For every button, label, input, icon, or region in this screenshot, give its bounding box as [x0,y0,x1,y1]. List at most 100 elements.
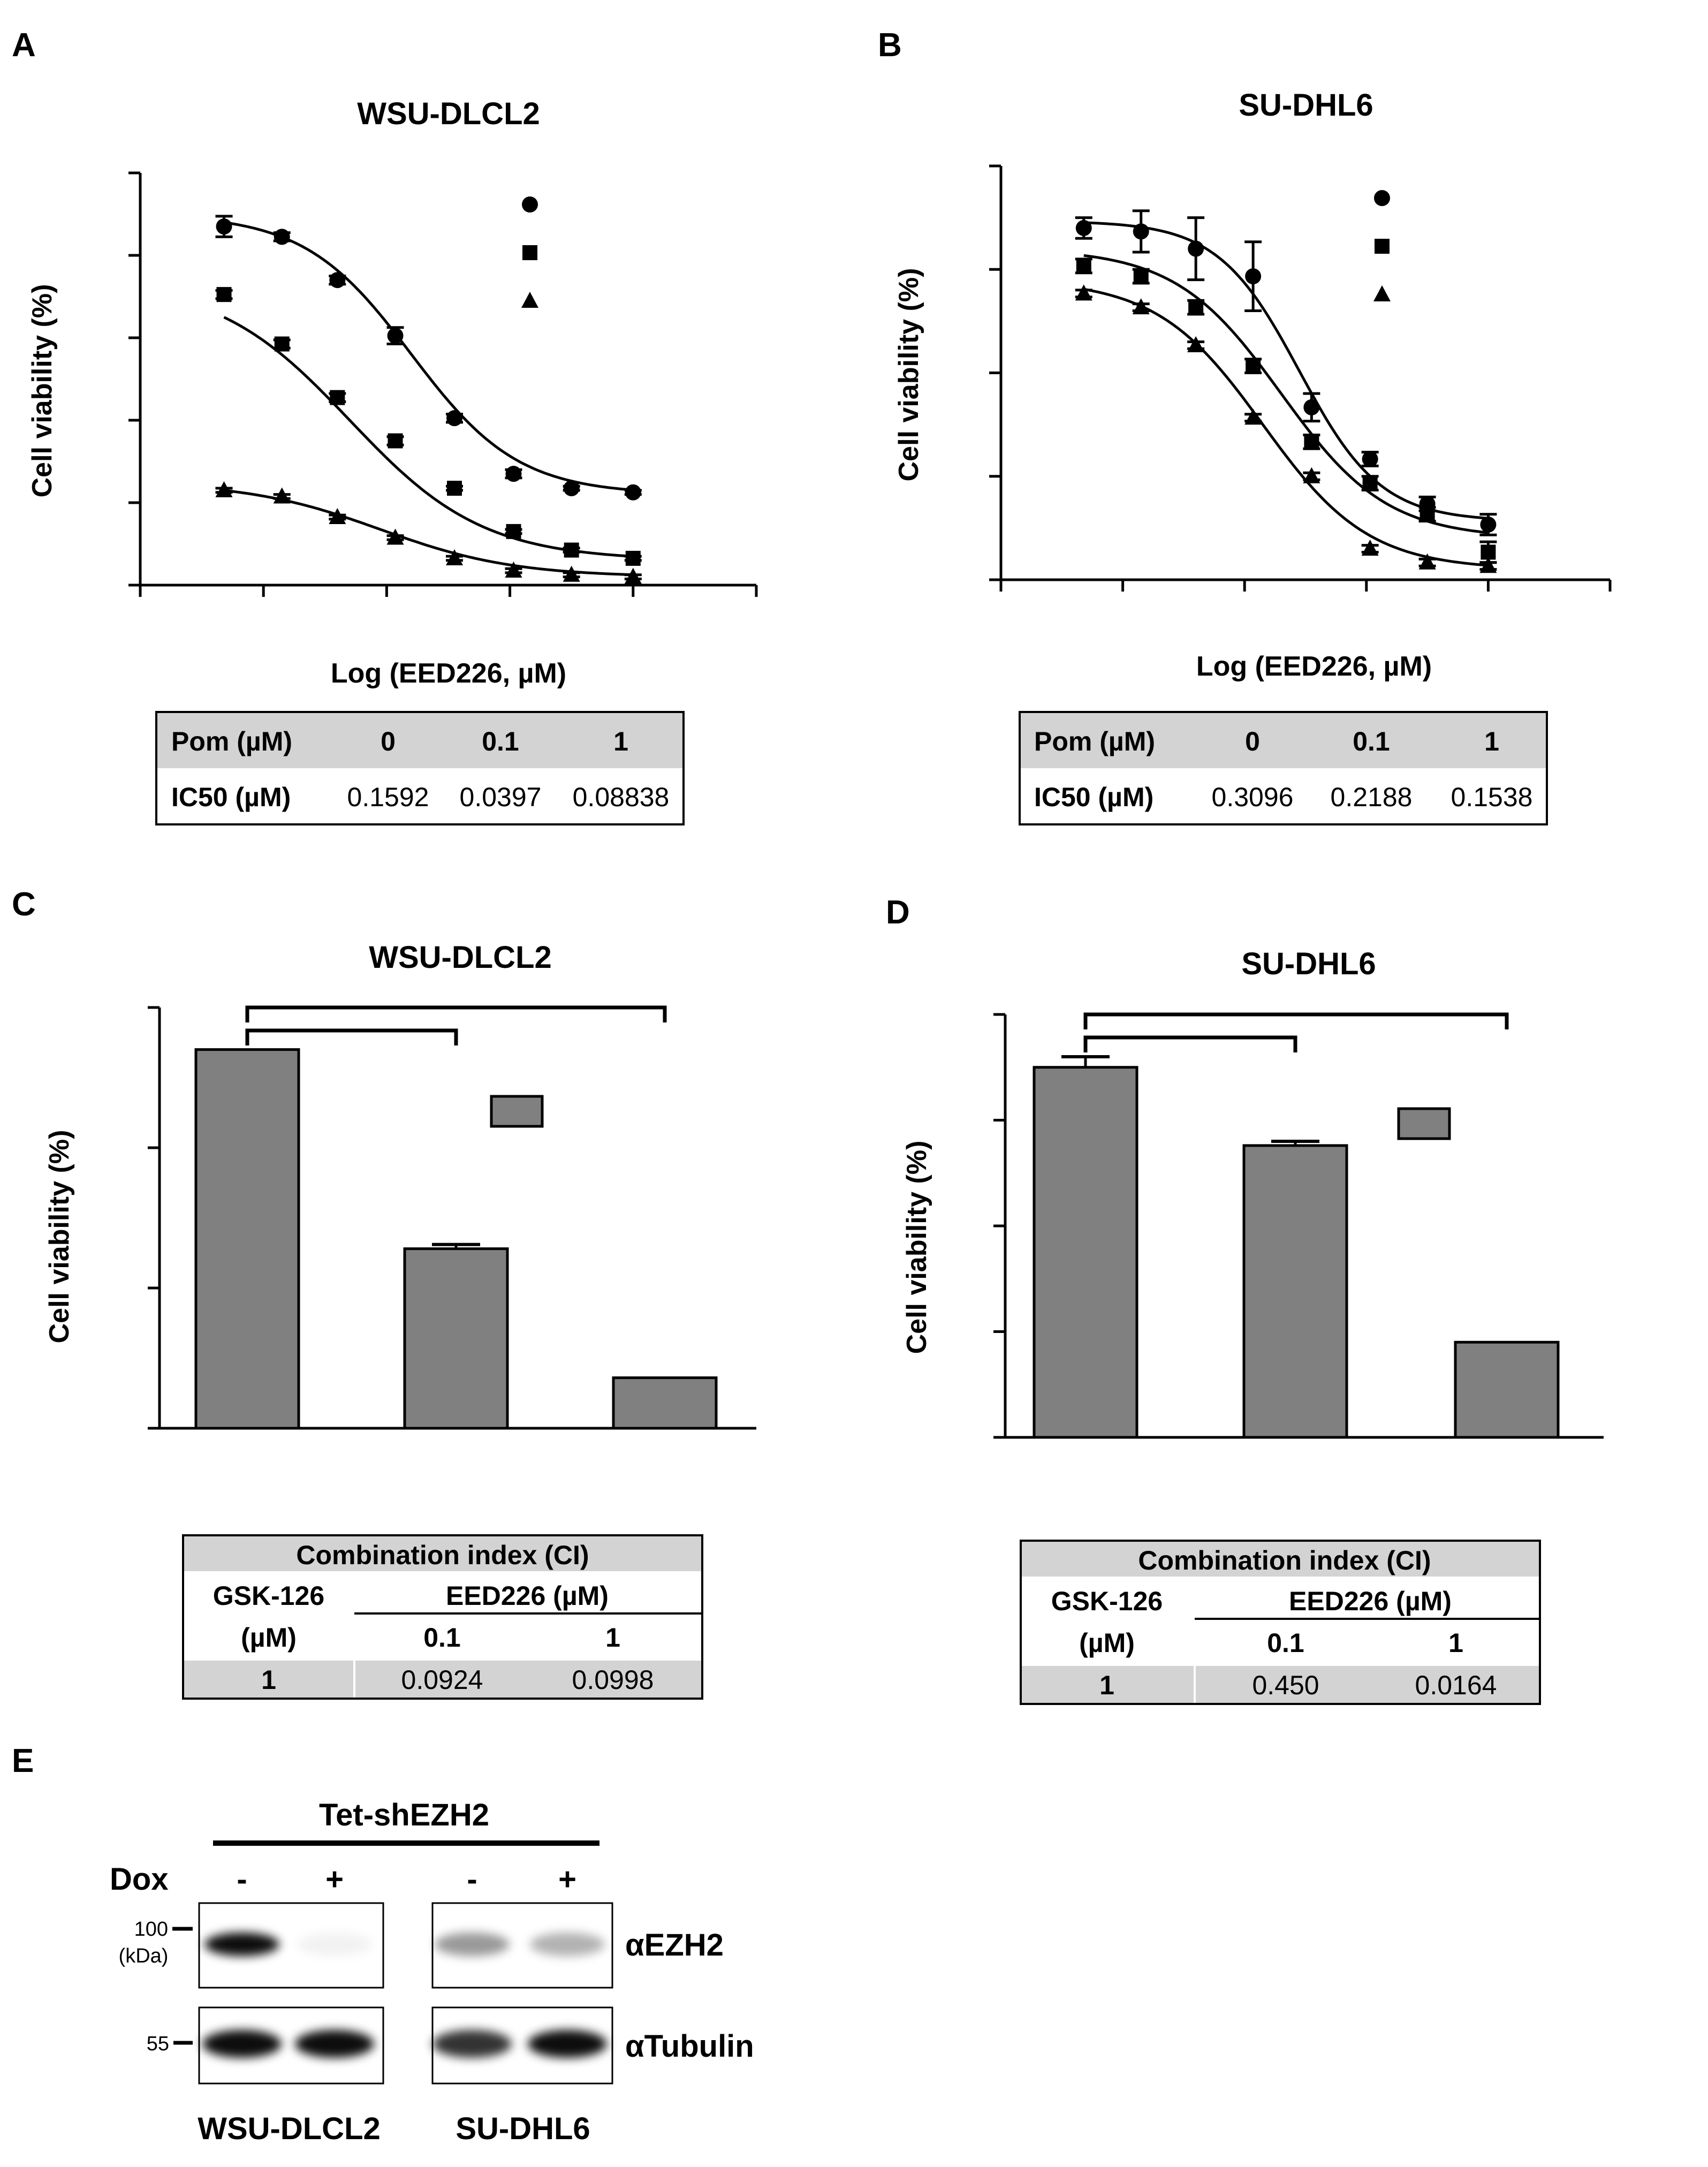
data-point [387,328,404,344]
ic50-header-col: 0.1 [1353,726,1390,756]
panel-letter-a: A [12,27,36,64]
panel-c-plot-area [148,1005,756,1430]
data-point [1303,467,1320,483]
lane-sign: - [237,1862,247,1897]
legend-marker [522,245,537,260]
panel-a-dose-response-chart: WSU-DLCL2 Cell viability (%) Log (EED226… [27,96,758,689]
panel-d-plot-area [993,1012,1604,1439]
ci-value: 0.0924 [401,1665,483,1695]
fit-curve-1 [223,316,633,558]
table-title-fill [1022,1542,1539,1577]
ic50-row-label: IC50 (µM) [1034,782,1153,812]
data-point [446,549,464,565]
fit-curve-1 [1083,254,1489,534]
data-point [388,433,403,449]
panel-d-bar-chart: SU-DHL6 Cell viability (%) [901,946,1604,1439]
ci-row-label: 1 [1099,1670,1114,1700]
data-point [1187,336,1205,352]
cell-line-label: SU-DHL6 [456,2111,590,2146]
ci-row-header-unit: (µM) [241,1623,297,1653]
dox-label: Dox [110,1862,169,1897]
data-point [446,410,463,427]
marker-55: 55 [147,2033,169,2055]
panel-d-combination-index-table: Combination index (CI) GSK-126 (µM) EED2… [1020,1540,1541,1705]
row-label-tubulin: αTubulin [625,2029,754,2064]
significance-bracket [1083,1012,1509,1029]
legend-marker [1375,239,1390,254]
data-point [216,287,232,302]
data-point [1133,269,1149,284]
significance-bracket [245,1028,458,1045]
ci-col: 1 [1448,1628,1463,1658]
legend-swatch [1397,1107,1451,1140]
panel-d-title: SU-DHL6 [1241,946,1376,981]
data-point [506,524,521,539]
panel-a-y-axis-label: Cell viability (%) [27,284,58,498]
panel-letter-c: C [12,886,36,923]
ic50-header-col: 0.1 [482,726,519,756]
ci-col: 0.1 [1267,1628,1304,1658]
fit-curve-0 [1083,221,1489,520]
cell-line-label: WSU-DLCL2 [198,2111,381,2146]
panel-c-y-axis-label: Cell viability (%) [44,1130,75,1344]
data-point [329,507,346,524]
data-point [386,528,404,545]
fit-curve-2 [1083,287,1489,567]
ic50-value: 0.2188 [1331,782,1413,812]
panel-e-western-blot: Tet-shEZH2 Dox - + - + 100 (kDa) 55 αEZH… [110,1798,754,2146]
ezh2-band [204,1933,279,1956]
panel-b-plot-area [989,164,1612,592]
tubulin-band [528,2030,607,2058]
data-point [1362,475,1378,491]
data-point [1304,434,1319,450]
table-title-fill [184,1536,701,1571]
tubulin-band [432,2030,512,2058]
ic50-value: 0.08838 [573,782,670,812]
bar [1033,1066,1138,1439]
panel-letter-b: B [878,27,902,64]
blot-construct-title: Tet-shEZH2 [319,1798,489,1832]
ci-row-header: GSK-126 [1051,1586,1163,1616]
bar [403,1247,509,1430]
marker-100: 100 [134,1918,168,1941]
legend-marker [521,292,538,308]
ic50-header-label: Pom (µM) [171,726,292,756]
fit-curve-0 [224,221,633,491]
ic50-value: 0.3096 [1212,782,1294,812]
data-point [447,481,462,496]
panel-d-y-axis-label: Cell viability (%) [901,1141,932,1354]
panel-c-title: WSU-DLCL2 [369,940,552,975]
data-point [329,272,346,289]
ic50-header-col: 0 [381,726,396,756]
ezh2-band [530,1933,605,1956]
ic50-row-label: IC50 (µM) [171,782,291,812]
ic50-value: 0.1538 [1451,782,1533,812]
panel-letter-d: D [886,894,910,931]
ic50-header-col: 1 [613,726,628,756]
data-point [1075,219,1092,236]
panel-a-ic50-table: Pom (µM) 0 0.1 1 IC50 (µM) 0.1592 0.0397… [155,711,685,825]
bar [1242,1144,1348,1439]
data-point [1133,223,1149,240]
data-point [564,542,579,558]
panel-b-y-axis-label: Cell viability (%) [893,268,924,482]
bar [1454,1340,1560,1439]
table-header-fill [157,713,682,768]
ci-table-title: Combination index (CI) [296,1540,589,1570]
tubulin-band [202,2030,282,2058]
lane-sign: + [325,1862,344,1897]
data-point [1479,557,1497,573]
panel-letter-e: E [12,1742,34,1779]
data-point [330,390,345,405]
tubulin-band [295,2030,374,2058]
data-point [215,481,233,497]
data-point [1244,408,1262,425]
table-value-row-fill [1022,1666,1539,1703]
significance-bracket [245,1005,667,1022]
ezh2-band [435,1933,510,1956]
panel-b-dose-response-chart: SU-DHL6 Cell viability (%) Log (EED226, … [893,88,1612,682]
table-value-row-fill [184,1661,701,1698]
bar [612,1376,718,1430]
data-point [1188,300,1204,315]
data-point [563,480,580,497]
